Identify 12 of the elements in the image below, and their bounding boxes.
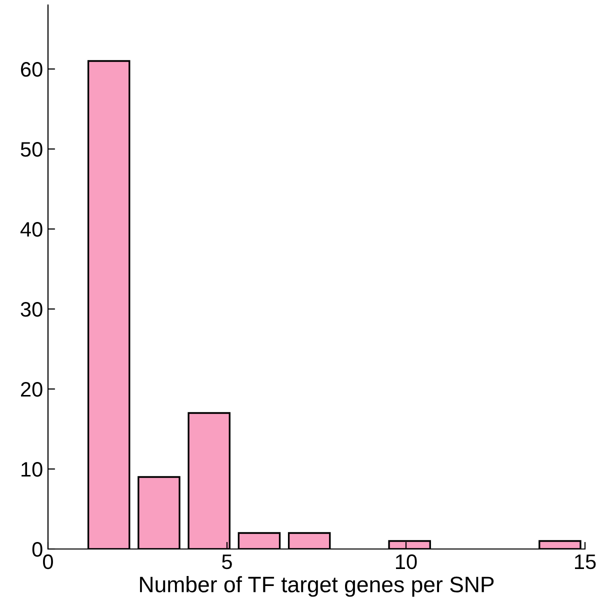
y-tick-label: 10 [22,462,42,477]
y-tick-label: 40 [20,222,42,237]
y-tick-label: 0 [32,542,42,557]
y-tick-label: 20 [21,382,42,397]
x-axis-title: Number of TF target genes per SNP [140,576,494,597]
x-tick-label: 10 [396,554,417,570]
y-tick-label: 30 [20,302,42,317]
x-tick-label: 0 [43,554,53,570]
y-tick-label: 50 [20,142,42,157]
x-tick-label: 5 [222,554,232,570]
x-tick-label: 15 [575,554,596,570]
y-tick-label: 60 [21,62,42,77]
